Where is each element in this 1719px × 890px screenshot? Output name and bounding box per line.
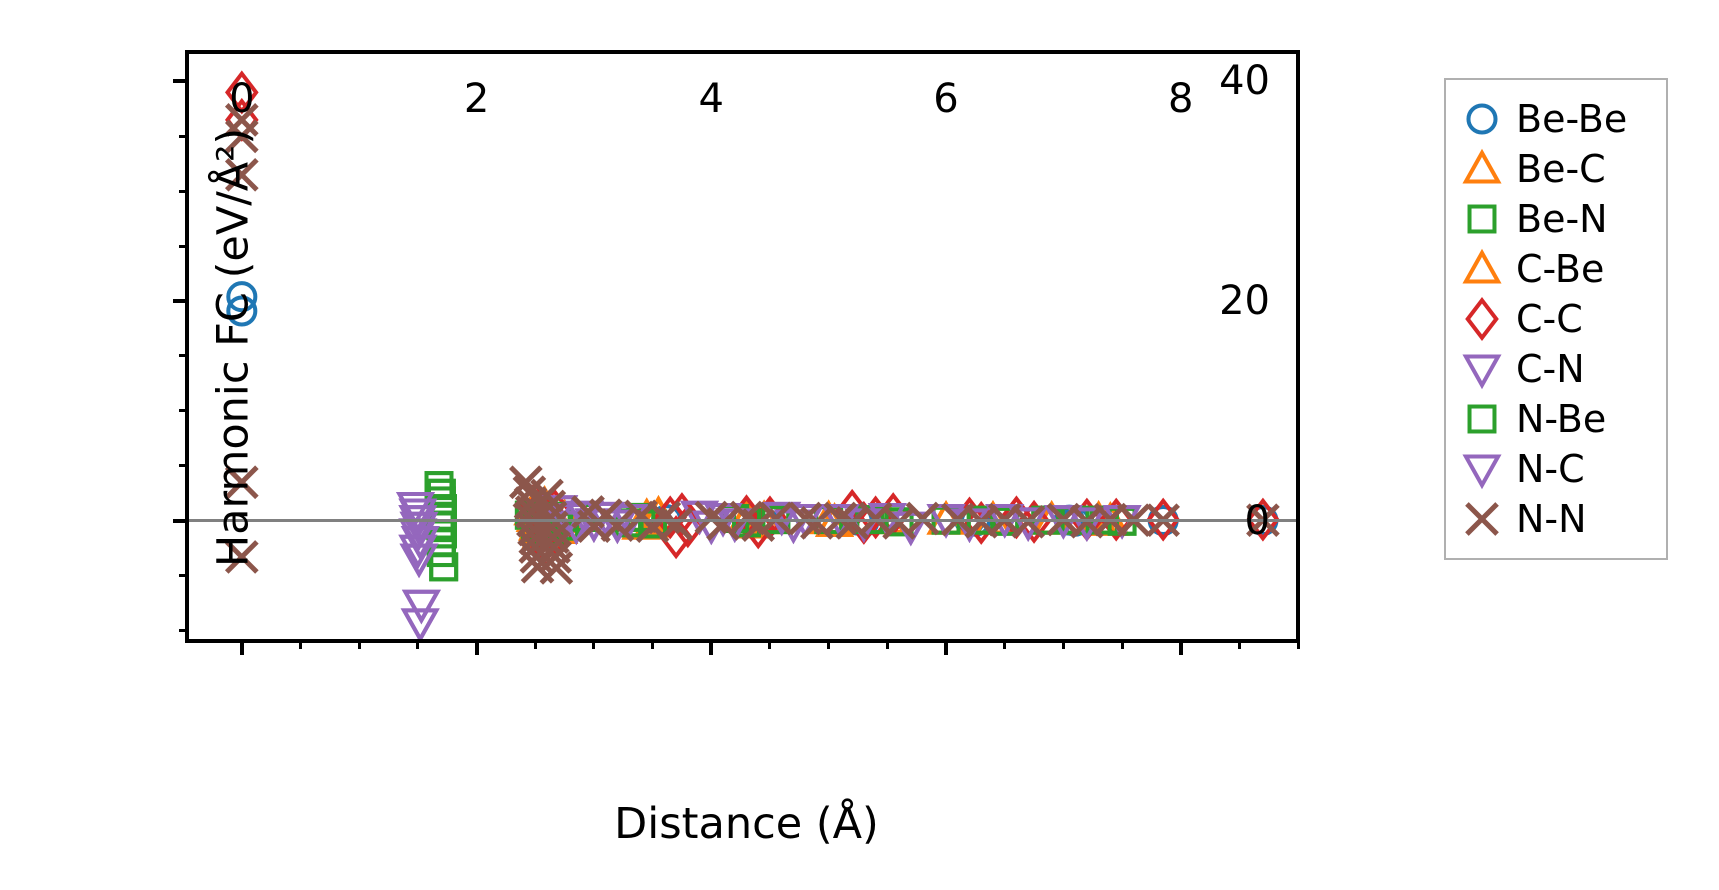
zero-reference-line — [189, 519, 1296, 523]
square-marker-icon — [1460, 397, 1504, 441]
legend-item-label: C-Be — [1516, 247, 1605, 291]
series-c-c — [224, 70, 1280, 570]
legend-item-label: C-N — [1516, 347, 1585, 391]
x-tick-major — [239, 639, 244, 655]
y-tick-label: 0 — [1244, 497, 1270, 544]
x-tick-minor — [1237, 639, 1241, 649]
y-tick-minor — [179, 464, 189, 468]
y-tick-minor — [179, 354, 189, 358]
triangle-up-marker-icon — [1460, 147, 1504, 191]
y-tick-label: 40 — [1219, 58, 1270, 105]
plot-axes: 0 2 4 6 8 0 20 40 Harmonic FC (eV/Å²) Distance… — [173, 50, 1300, 849]
y-tick-minor — [179, 189, 189, 193]
y-tick-minor — [179, 629, 189, 633]
x-tick-minor — [533, 639, 537, 649]
x-tick-minor — [1120, 639, 1124, 649]
x-tick-minor — [1061, 639, 1065, 649]
x-tick-label: 4 — [698, 76, 724, 122]
triangle-down-marker-icon — [1460, 347, 1504, 391]
x-tick-minor — [299, 639, 302, 649]
x-tick-major — [1178, 639, 1183, 655]
legend-item-n-c[interactable]: N-C — [1460, 444, 1650, 494]
y-tick-label: 20 — [1219, 278, 1270, 325]
legend-item-label: Be-C — [1516, 147, 1606, 191]
legend-item-label: N-N — [1516, 497, 1587, 541]
x-tick-minor — [416, 639, 420, 649]
legend-item-n-be[interactable]: N-Be — [1460, 394, 1650, 444]
legend-item-c-be[interactable]: C-Be — [1460, 244, 1650, 294]
legend-item-c-c[interactable]: C-C — [1460, 294, 1650, 344]
y-tick-minor — [179, 134, 189, 138]
x-marker-icon — [1460, 497, 1504, 541]
legend-item-be-c[interactable]: Be-C — [1460, 144, 1650, 194]
x-tick-minor — [357, 639, 361, 649]
y-tick-major — [173, 79, 189, 84]
x-tick-minor — [1296, 639, 1300, 649]
legend-item-be-be[interactable]: Be-Be — [1460, 94, 1650, 144]
legend-item-label: Be-Be — [1516, 97, 1628, 141]
y-axis-label: Harmonic FC (eV/Å²) — [208, 127, 259, 568]
legend-item-be-n[interactable]: Be-N — [1460, 194, 1650, 244]
x-tick-major — [474, 639, 479, 655]
legend-item-c-n[interactable]: C-N — [1460, 344, 1650, 394]
x-tick-minor — [827, 639, 831, 649]
data-markers-layer — [224, 70, 1280, 639]
x-tick-minor — [768, 639, 772, 649]
square-marker-icon — [1460, 197, 1504, 241]
diamond-marker-icon — [1460, 297, 1504, 341]
plot-data-area — [189, 54, 1296, 639]
legend-item-label: Be-N — [1516, 197, 1608, 241]
y-tick-minor — [179, 244, 189, 248]
legend-item-n-n[interactable]: N-N — [1460, 494, 1650, 544]
legend: Be-Be Be-C Be-N C-Be C-C C-N N-Be N-C N-N — [1444, 78, 1668, 560]
x-tick-minor — [885, 639, 889, 649]
x-tick-major — [944, 639, 949, 655]
x-tick-minor — [592, 639, 596, 649]
x-tick-label: 6 — [933, 76, 959, 122]
y-tick-minor — [179, 574, 189, 578]
legend-item-label: C-C — [1516, 297, 1583, 341]
circle-marker-icon — [1460, 97, 1504, 141]
x-tick-label: 2 — [463, 76, 490, 122]
x-axis-label: Distance (Å) — [614, 799, 879, 849]
y-tick-minor — [179, 409, 189, 413]
triangle-down-marker-icon — [1460, 447, 1504, 491]
legend-item-label: N-C — [1516, 447, 1585, 491]
series-n-n — [224, 103, 1280, 585]
x-tick-major — [709, 639, 714, 655]
y-tick-major — [173, 518, 189, 523]
x-tick-minor — [651, 639, 655, 649]
legend-item-label: N-Be — [1516, 397, 1607, 441]
triangle-up-marker-icon — [1460, 247, 1504, 291]
y-tick-major — [173, 299, 189, 304]
x-tick-label: 8 — [1168, 76, 1194, 122]
x-tick-label: 0 — [229, 76, 255, 122]
x-tick-minor — [1003, 639, 1007, 649]
